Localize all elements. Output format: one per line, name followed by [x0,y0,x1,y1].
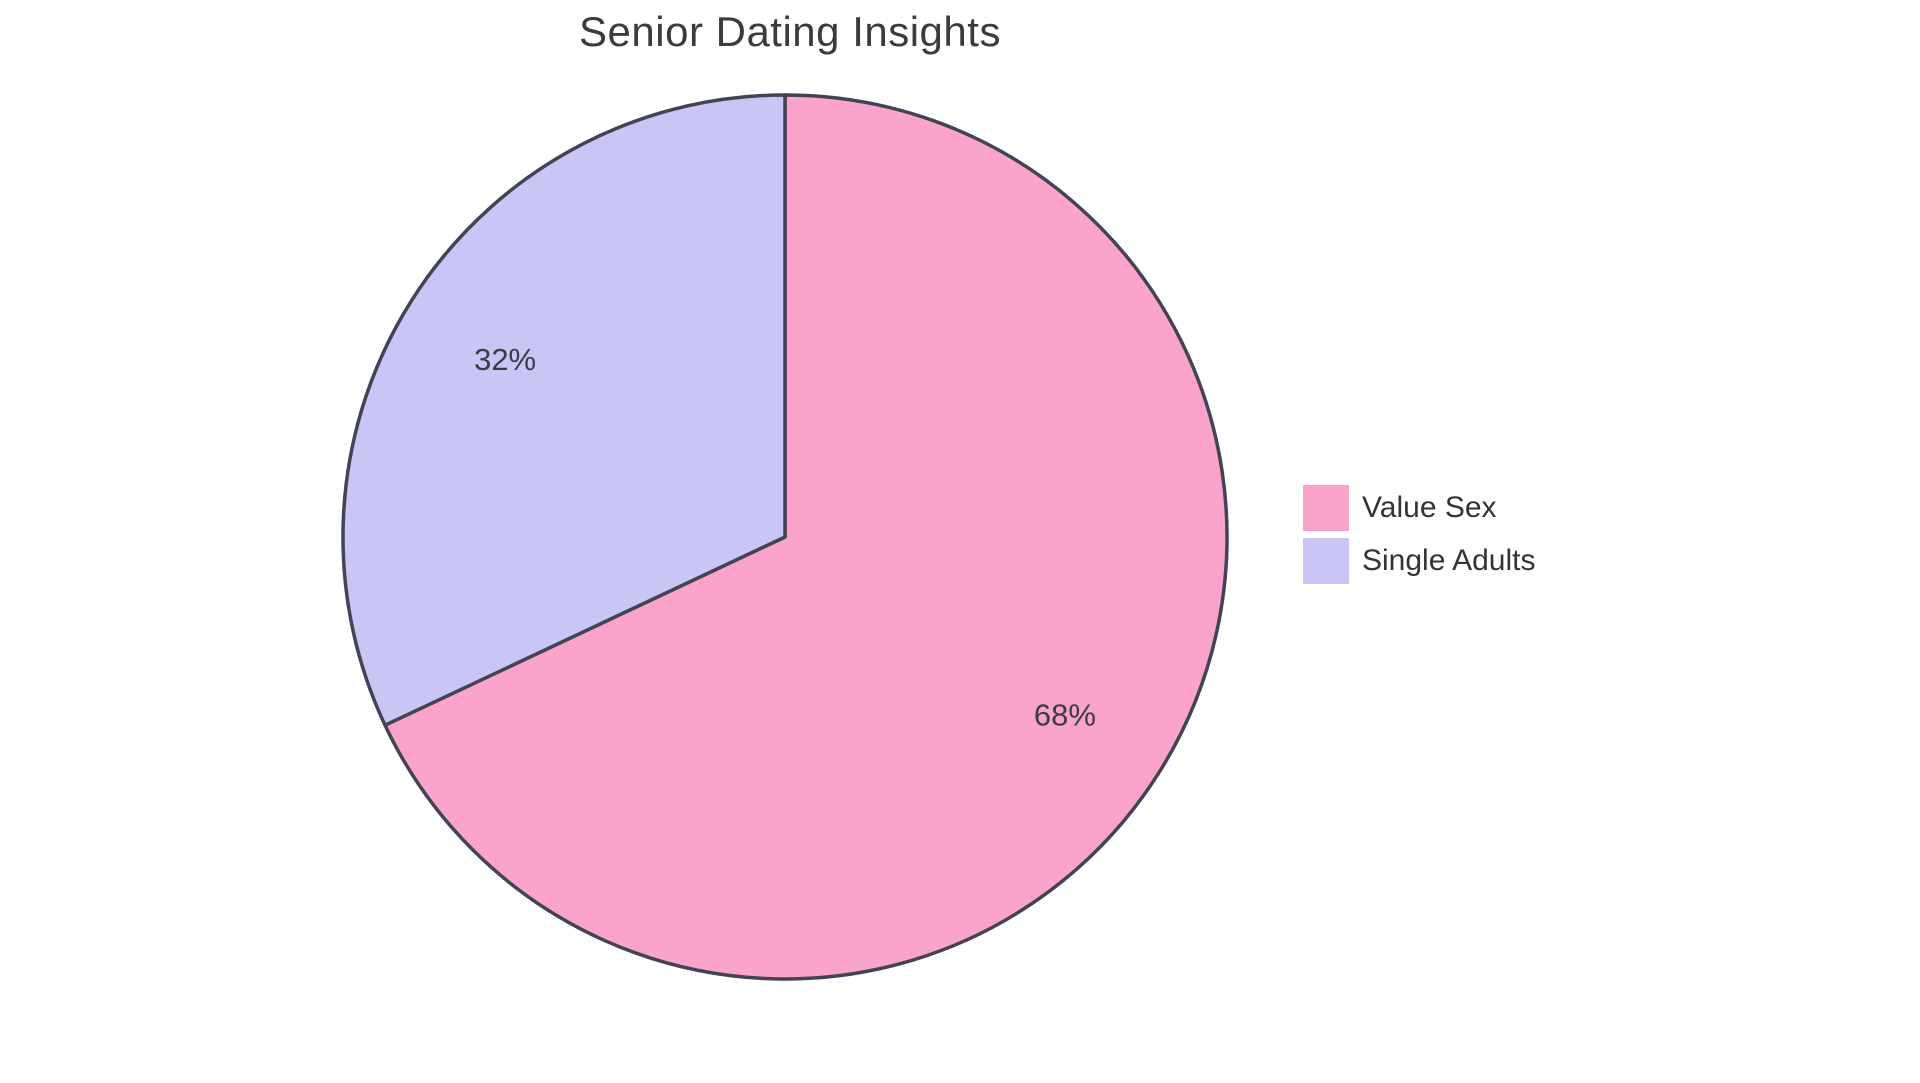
chart-title: Senior Dating Insights [579,8,1001,55]
slice-percent-label: 68% [1034,697,1096,732]
legend-label: Single Adults [1362,544,1536,577]
legend-swatch-single-adults [1303,538,1349,584]
pie-slice-value-sex [383,93,1229,981]
legend-item: Value Sex [1303,485,1535,531]
legend-swatch-value-sex [1303,485,1349,531]
slice-percent-label: 32% [474,342,536,377]
legend-label: Value Sex [1362,491,1497,524]
legend-item: Single Adults [1303,538,1535,584]
legend: Value Sex Single Adults [1303,485,1535,584]
pie-slice-single-adults [341,93,787,727]
